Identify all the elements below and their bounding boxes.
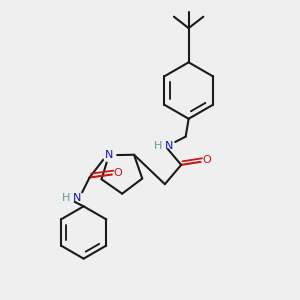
Text: N: N	[73, 193, 82, 203]
Text: O: O	[202, 155, 211, 165]
Text: H: H	[62, 193, 70, 203]
Text: O: O	[113, 168, 122, 178]
Text: H: H	[154, 140, 162, 151]
Text: N: N	[165, 140, 173, 151]
Text: N: N	[105, 150, 113, 160]
